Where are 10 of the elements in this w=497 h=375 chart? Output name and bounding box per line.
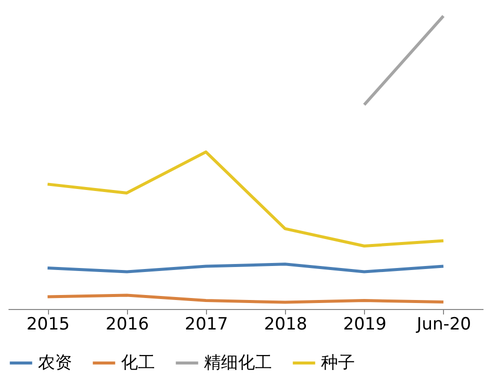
x-tick-label: 2016	[106, 314, 149, 334]
x-tick-label: 2015	[26, 314, 70, 334]
legend-label: 精细化工	[204, 353, 272, 373]
x-tick-label: 2019	[343, 314, 386, 334]
x-tick-label: Jun-20	[416, 314, 472, 334]
legend-label: 农资	[38, 353, 72, 373]
x-tick-label: 2017	[184, 314, 228, 334]
legend-label: 化工	[121, 353, 155, 373]
legend-label: 种子	[321, 353, 355, 373]
x-tick-label: 2018	[264, 314, 308, 334]
